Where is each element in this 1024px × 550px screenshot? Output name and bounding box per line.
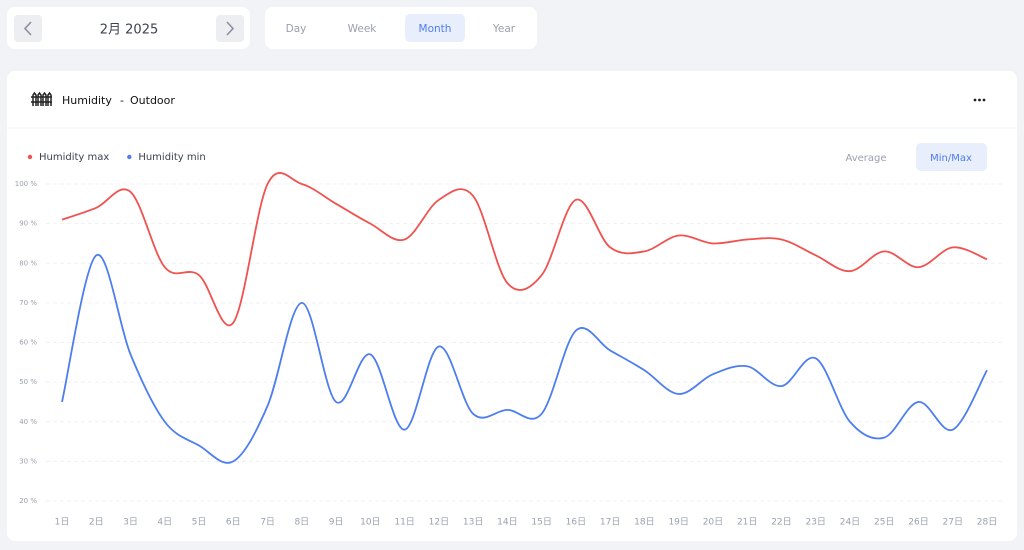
x-tick-label: 14日 [497, 517, 517, 528]
mode-selected-bg [916, 143, 987, 171]
date-label: 2月 2025 [100, 23, 159, 38]
legend-dot [27, 154, 33, 160]
menu-button[interactable] [973, 98, 986, 102]
y-tick-label: 20 % [19, 497, 37, 505]
title-separator: - [120, 94, 124, 107]
x-tick-label: 19日 [668, 517, 688, 528]
x-tick-label: 20日 [703, 517, 723, 528]
y-tick-label: 60 % [19, 339, 37, 347]
card-title: Humidity [62, 94, 112, 107]
prev-arrow [23, 21, 32, 36]
x-tick-label: 1日 [55, 517, 70, 528]
next-button[interactable] [216, 15, 244, 42]
fence-icon [31, 91, 52, 106]
y-tick-label: 100 % [15, 180, 38, 188]
y-tick-label: 80 % [19, 259, 37, 267]
x-tick-label: 17日 [600, 517, 620, 528]
prev-button[interactable] [14, 15, 42, 42]
x-tick-label: 25日 [874, 517, 894, 528]
date-card [7, 7, 250, 49]
legend-dot [127, 154, 132, 160]
tab[interactable]: Month [419, 23, 452, 35]
y-tick-label: 70 % [19, 299, 37, 307]
x-tick-label: 4日 [157, 517, 172, 528]
tab-selected-bg [405, 14, 465, 42]
x-tick-label: 6日 [226, 517, 241, 528]
tabs-card [265, 7, 537, 49]
x-tick-label: 22日 [771, 517, 791, 528]
tab[interactable]: Day [286, 23, 307, 35]
line-series [61, 254, 988, 464]
legend-label: Humidity max [39, 152, 109, 163]
x-tick-label: 5日 [192, 517, 207, 528]
x-tick-label: 28日 [977, 517, 997, 528]
y-tick-label: 30 % [19, 457, 37, 465]
x-tick-label: 11日 [394, 517, 414, 528]
next-arrow [226, 21, 235, 36]
x-tick-label: 26日 [908, 517, 928, 528]
legend-label: Humidity min [138, 152, 205, 163]
y-tick-label: 90 % [19, 220, 37, 228]
x-tick-label: 3日 [123, 517, 138, 528]
x-tick-label: 15日 [531, 517, 551, 528]
x-tick-label: 7日 [260, 517, 275, 528]
chart-card [7, 71, 1017, 541]
line-series [61, 172, 988, 327]
mode-button[interactable]: Min/Max [930, 153, 972, 164]
x-tick-label: 10日 [360, 517, 380, 528]
x-tick-label: 27日 [943, 517, 963, 528]
x-tick-label: 2日 [89, 517, 104, 528]
x-tick-label: 24日 [840, 517, 860, 528]
tab[interactable]: Year [492, 23, 516, 35]
mode-button[interactable]: Average [845, 153, 886, 164]
tab[interactable]: Week [348, 23, 378, 35]
x-tick-label: 16日 [566, 517, 586, 528]
card-subtitle: Outdoor [130, 94, 175, 107]
y-tick-label: 50 % [19, 378, 37, 386]
x-tick-label: 13日 [463, 517, 483, 528]
y-tick-label: 40 % [19, 418, 37, 426]
x-tick-label: 8日 [294, 517, 309, 528]
x-tick-label: 23日 [805, 517, 825, 528]
x-tick-label: 18日 [634, 517, 654, 528]
x-tick-label: 12日 [429, 517, 449, 528]
x-tick-label: 9日 [329, 517, 344, 528]
x-tick-label: 21日 [737, 517, 757, 528]
